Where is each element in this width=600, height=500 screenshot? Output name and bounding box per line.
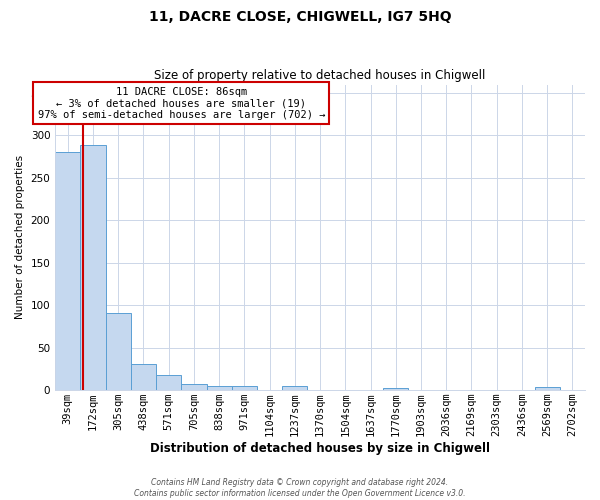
- Bar: [156, 376, 181, 390]
- Text: 11, DACRE CLOSE, CHIGWELL, IG7 5HQ: 11, DACRE CLOSE, CHIGWELL, IG7 5HQ: [149, 10, 451, 24]
- Bar: [206, 386, 232, 390]
- Y-axis label: Number of detached properties: Number of detached properties: [15, 155, 25, 320]
- Bar: [535, 388, 560, 390]
- Bar: [55, 152, 80, 390]
- Bar: [282, 386, 307, 390]
- Bar: [80, 145, 106, 390]
- Bar: [232, 386, 257, 390]
- Title: Size of property relative to detached houses in Chigwell: Size of property relative to detached ho…: [154, 69, 486, 82]
- Bar: [181, 384, 206, 390]
- Bar: [106, 312, 131, 390]
- Bar: [383, 388, 409, 390]
- Bar: [131, 364, 156, 390]
- Text: Contains HM Land Registry data © Crown copyright and database right 2024.
Contai: Contains HM Land Registry data © Crown c…: [134, 478, 466, 498]
- Text: 11 DACRE CLOSE: 86sqm
← 3% of detached houses are smaller (19)
97% of semi-detac: 11 DACRE CLOSE: 86sqm ← 3% of detached h…: [38, 86, 325, 120]
- X-axis label: Distribution of detached houses by size in Chigwell: Distribution of detached houses by size …: [150, 442, 490, 455]
